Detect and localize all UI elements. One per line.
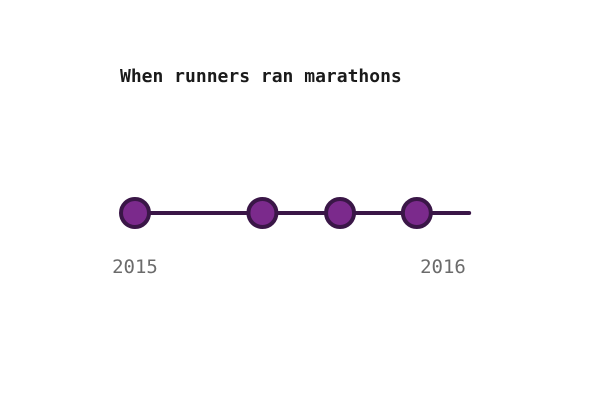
- event-marker-2: [246, 197, 279, 229]
- tick-labels: 2015 2016: [112, 256, 466, 278]
- tick-label-2016: 2016: [420, 256, 466, 278]
- event-marker-4: [400, 197, 433, 229]
- event-markers: [119, 197, 433, 229]
- event-marker-3: [324, 197, 357, 229]
- event-marker-1: [119, 197, 151, 229]
- tick-label-2015: 2015: [112, 256, 158, 278]
- chart-title: When runners ran marathons: [120, 66, 402, 87]
